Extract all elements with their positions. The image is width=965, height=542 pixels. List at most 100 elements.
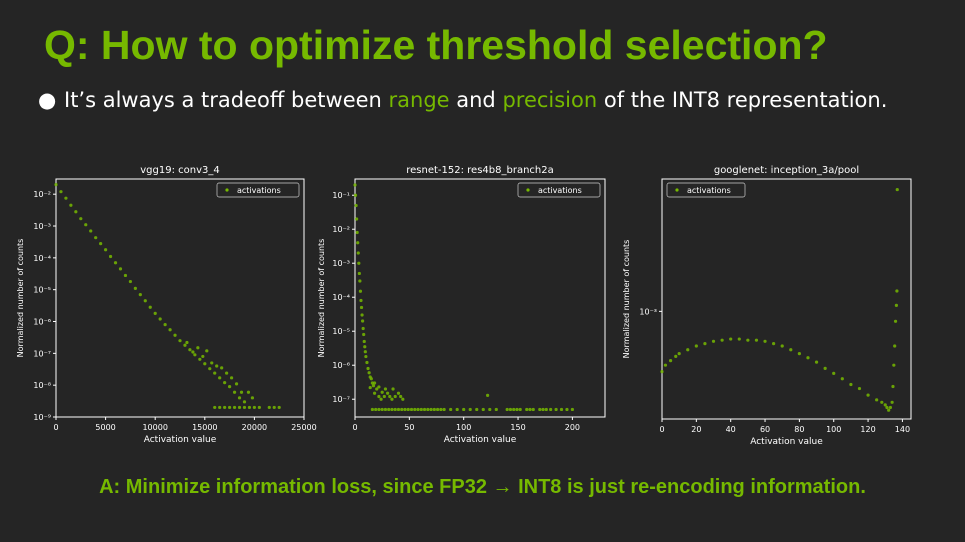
y-tick-label: 10⁻² bbox=[33, 190, 51, 199]
data-point bbox=[369, 377, 373, 381]
data-point bbox=[729, 337, 733, 341]
data-point bbox=[380, 407, 384, 412]
data-point bbox=[832, 371, 836, 375]
data-point bbox=[400, 407, 404, 412]
data-point bbox=[419, 407, 423, 412]
data-point bbox=[223, 381, 227, 385]
data-point bbox=[239, 390, 244, 394]
data-point bbox=[468, 407, 472, 412]
x-tick-label: 15000 bbox=[192, 423, 217, 432]
data-point bbox=[895, 289, 899, 293]
data-point bbox=[79, 217, 83, 221]
data-point bbox=[677, 352, 681, 356]
y-tick-label: 10⁻³ bbox=[33, 222, 51, 231]
data-point bbox=[494, 407, 498, 412]
data-point bbox=[893, 319, 898, 323]
data-point bbox=[163, 322, 167, 327]
data-point bbox=[361, 326, 365, 331]
data-point bbox=[885, 405, 889, 410]
data-point bbox=[409, 407, 414, 412]
data-point bbox=[371, 384, 376, 388]
data-point bbox=[375, 387, 379, 391]
x-tick-label: 120 bbox=[860, 425, 875, 434]
y-tick-label: 10⁻⁵ bbox=[33, 286, 51, 295]
data-point bbox=[359, 305, 364, 310]
data-point bbox=[228, 405, 232, 410]
bullet-text-start: It’s always a tradeoff between bbox=[64, 88, 389, 112]
data-point bbox=[356, 251, 360, 255]
data-point bbox=[246, 390, 251, 394]
data-point bbox=[210, 361, 214, 365]
x-tick-label: 60 bbox=[760, 425, 770, 434]
y-tick-label: 10⁻⁵ bbox=[332, 327, 350, 336]
data-point bbox=[396, 391, 401, 395]
data-point bbox=[178, 339, 182, 343]
data-point bbox=[358, 289, 363, 293]
data-point bbox=[232, 405, 237, 410]
data-point bbox=[382, 394, 386, 399]
data-point bbox=[364, 354, 368, 359]
data-point bbox=[218, 405, 222, 410]
data-point bbox=[188, 348, 192, 352]
data-point bbox=[250, 396, 255, 400]
data-point bbox=[277, 405, 281, 410]
y-tick-label: 10⁻³ bbox=[332, 259, 350, 268]
data-point bbox=[118, 267, 123, 271]
legend-label: activations bbox=[538, 186, 582, 195]
data-point bbox=[252, 405, 256, 410]
data-point bbox=[797, 352, 801, 356]
x-axis-label: Activation value bbox=[750, 437, 823, 447]
legend-box bbox=[666, 182, 746, 198]
data-point bbox=[549, 407, 553, 412]
bullet-point: ● It’s always a tradeoff between range an… bbox=[38, 88, 887, 112]
y-tick-label: 10⁻⁷ bbox=[33, 349, 51, 358]
data-point bbox=[422, 407, 427, 412]
data-point bbox=[401, 397, 405, 401]
data-point bbox=[360, 313, 364, 317]
data-point bbox=[512, 407, 516, 412]
resnet-chart: resnet-152: res4b8_branch2a 0 50 100 150 200 1… bbox=[317, 165, 606, 445]
data-point bbox=[234, 382, 239, 386]
data-point bbox=[383, 407, 388, 412]
data-point bbox=[355, 217, 359, 221]
data-point bbox=[462, 407, 466, 412]
data-point bbox=[857, 386, 862, 391]
data-point bbox=[196, 346, 200, 350]
data-point bbox=[849, 382, 853, 387]
data-point bbox=[267, 405, 271, 410]
data-point bbox=[379, 397, 383, 401]
data-point bbox=[377, 407, 381, 412]
data-point bbox=[138, 293, 142, 297]
data-point bbox=[894, 303, 899, 307]
data-point bbox=[475, 407, 479, 412]
data-point bbox=[362, 332, 366, 337]
chart-title: googlenet: inception_3a/pool bbox=[714, 165, 859, 176]
data-point bbox=[355, 230, 359, 235]
data-point bbox=[399, 394, 403, 399]
data-point bbox=[89, 229, 93, 233]
x-tick-label: 25000 bbox=[291, 423, 316, 432]
data-point bbox=[237, 405, 242, 410]
data-point bbox=[191, 350, 195, 354]
data-point bbox=[763, 339, 767, 343]
data-point bbox=[359, 298, 363, 303]
data-point bbox=[215, 364, 219, 368]
data-point bbox=[183, 343, 187, 347]
data-point bbox=[104, 248, 108, 252]
data-point bbox=[218, 376, 222, 380]
x-tick-label: 100 bbox=[456, 423, 471, 432]
data-point bbox=[541, 407, 545, 412]
legend-marker bbox=[526, 188, 530, 192]
data-point bbox=[74, 210, 78, 214]
legend-marker bbox=[675, 188, 679, 192]
data-point bbox=[205, 349, 209, 353]
data-point bbox=[674, 354, 678, 358]
data-point bbox=[391, 387, 395, 391]
data-point bbox=[208, 367, 212, 371]
data-point bbox=[232, 390, 237, 394]
data-point bbox=[823, 366, 827, 370]
legend-box bbox=[216, 182, 300, 198]
data-point bbox=[372, 381, 377, 385]
data-point bbox=[377, 385, 381, 389]
data-point bbox=[108, 254, 113, 259]
